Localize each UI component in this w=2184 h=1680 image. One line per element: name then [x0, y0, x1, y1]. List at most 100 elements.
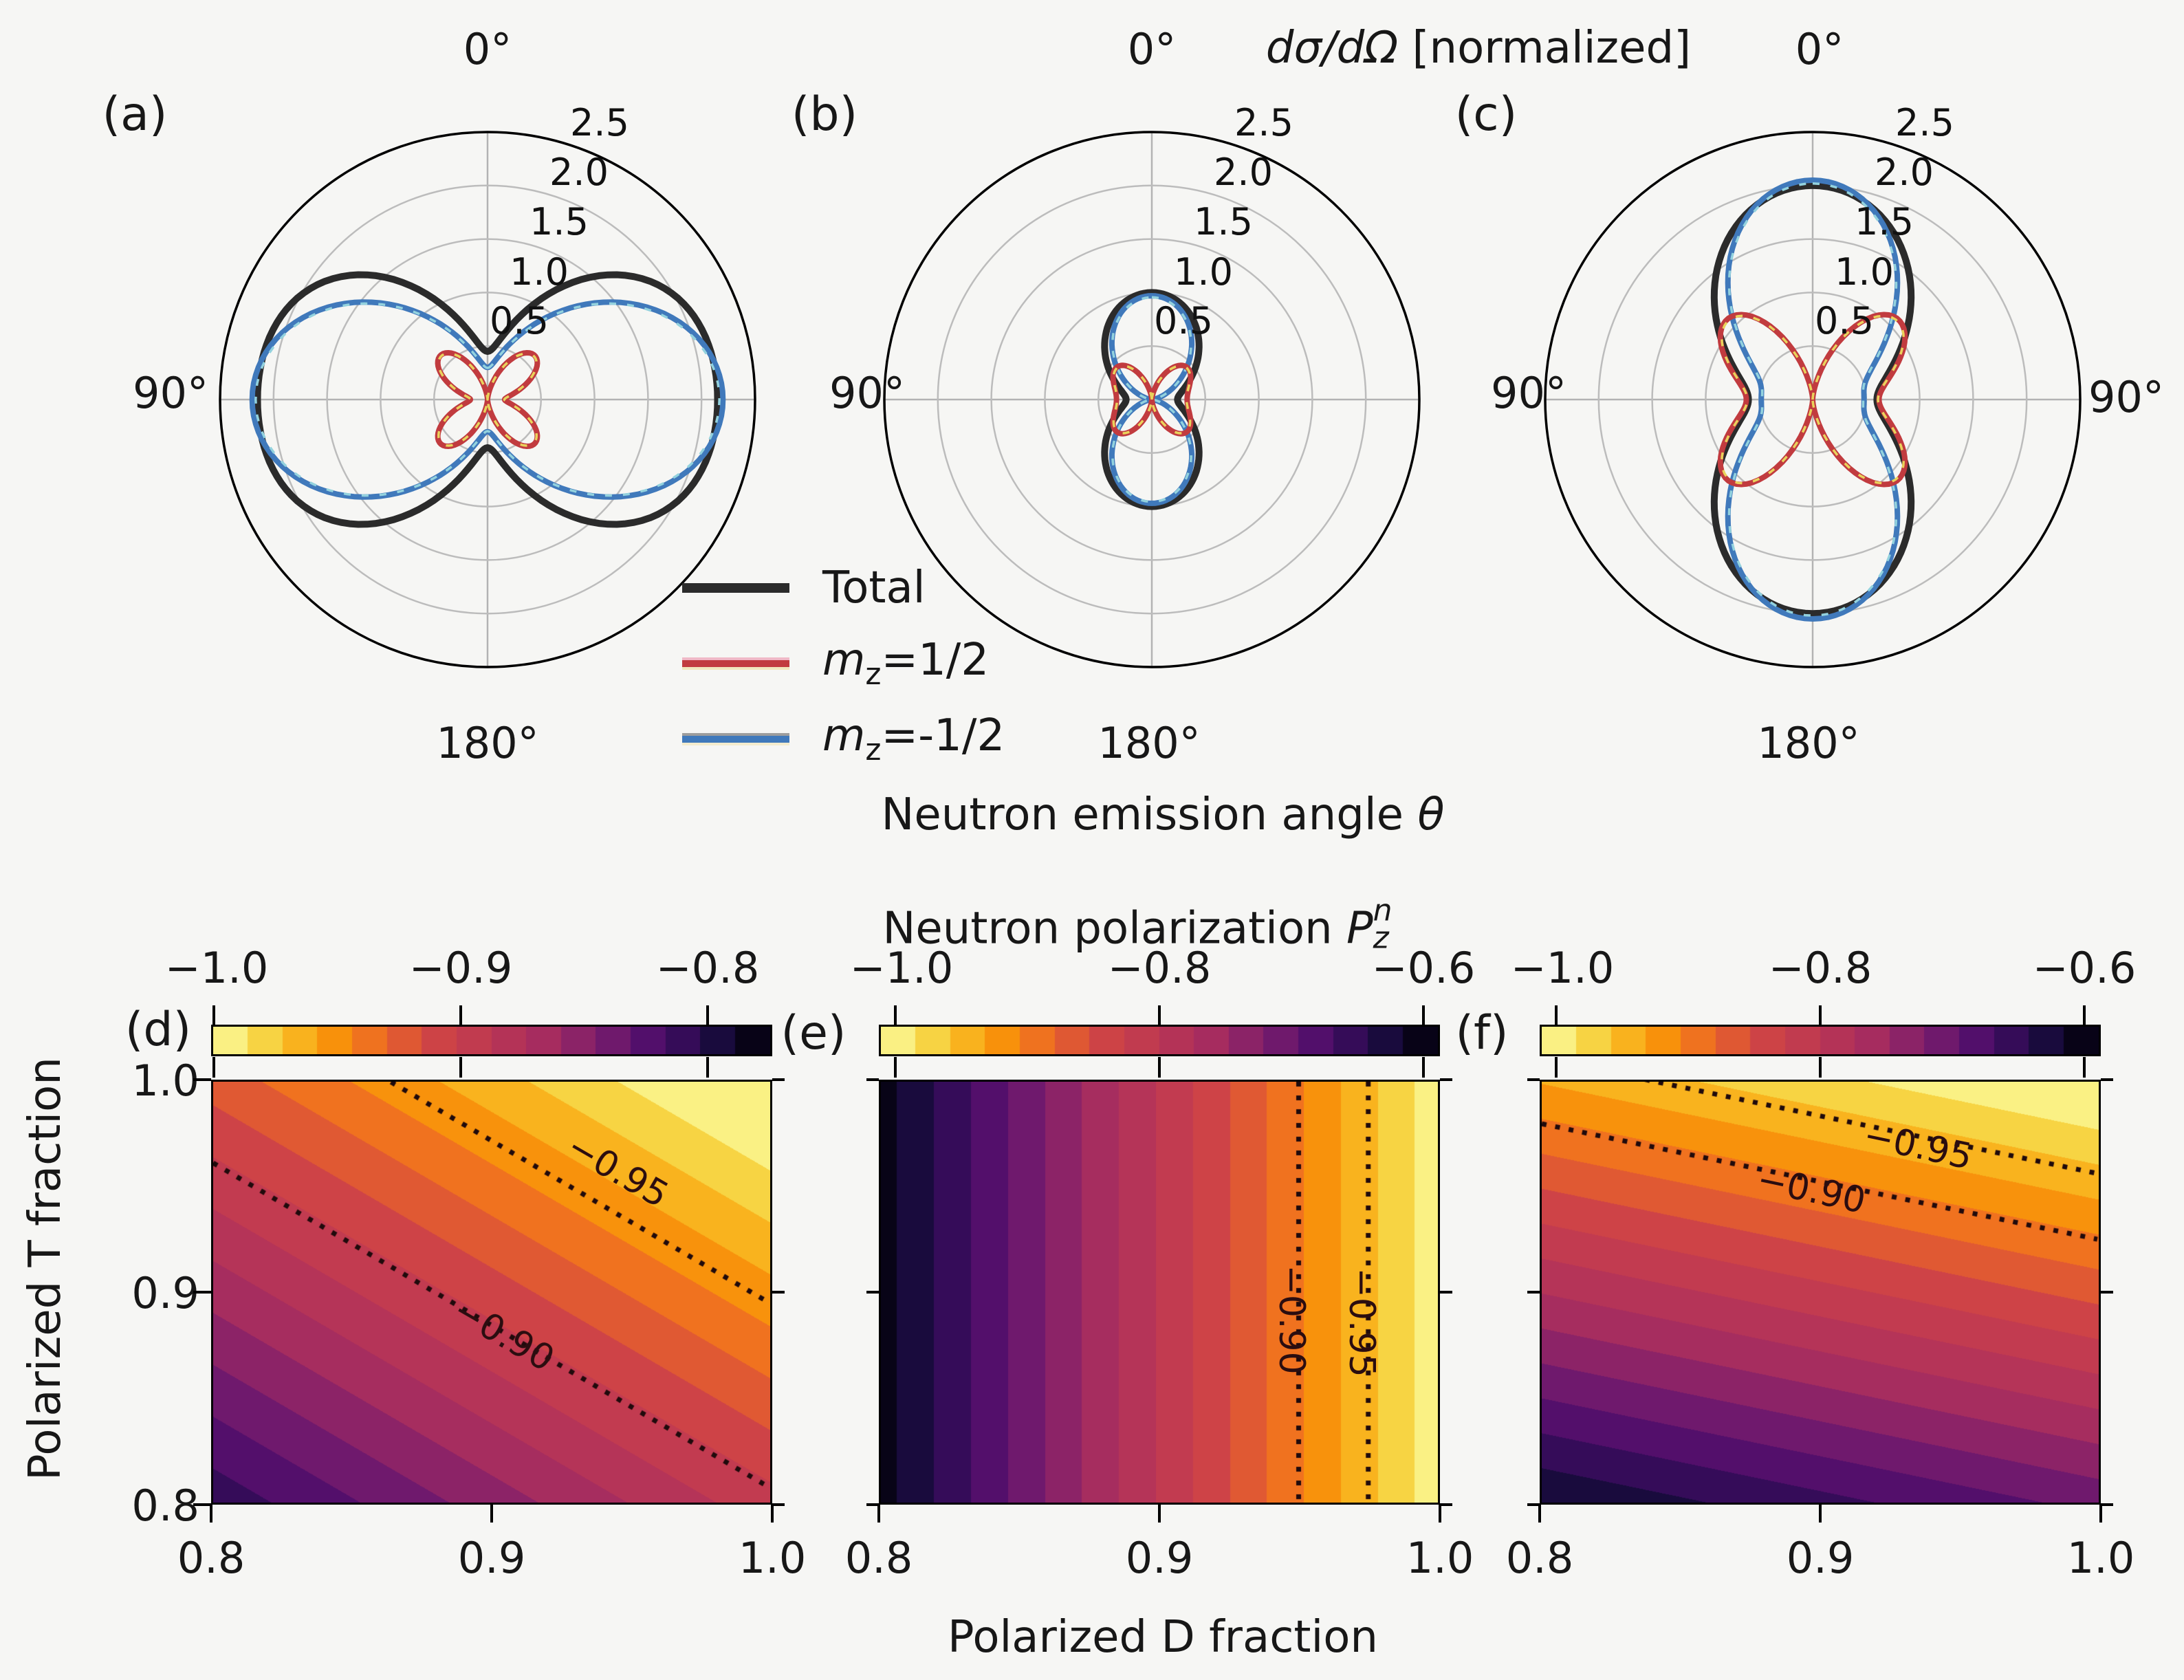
legend-swatch-mz-plus [682, 657, 789, 670]
x-tick-label: 1.0 [2066, 1533, 2135, 1583]
tick-mark [193, 1503, 211, 1506]
radial-tick-label: 0.5 [1154, 299, 1213, 342]
tick-mark [877, 1505, 880, 1523]
tick-mark [210, 1505, 212, 1523]
polar-plot-b [883, 131, 1421, 668]
radial-tick-label: 2.0 [1214, 151, 1273, 194]
tick-mark [772, 1291, 785, 1294]
polar-plot-a [219, 131, 756, 668]
tick-mark [1421, 1057, 1425, 1078]
panel-letter-c: (c) [1454, 87, 1518, 142]
panel-letter-b: (b) [791, 87, 858, 142]
tick-mark [2101, 1291, 2113, 1294]
tick-mark [1421, 1005, 1425, 1025]
legend-m-subscript: z [865, 656, 882, 692]
radial-tick-label: 2.0 [1875, 151, 1934, 194]
legend-m-value: =1/2 [881, 635, 990, 686]
polar-xaxis-text: Neutron emission angle [881, 789, 1418, 840]
tick-mark [459, 1005, 463, 1025]
tick-mark [1439, 1505, 1441, 1523]
legend-swatch-mz-minus [682, 733, 789, 746]
heat-title-sub: z [1373, 920, 1389, 955]
radial-tick-label: 1.0 [1174, 250, 1233, 294]
panel-letter-d: (d) [124, 1003, 192, 1057]
y-tick-label: 1.0 [131, 1056, 199, 1106]
cbar-tick-label: −0.9 [408, 943, 513, 993]
heatmap-e: −0.90 −0.95 [879, 1080, 1440, 1505]
tick-mark [866, 1078, 879, 1081]
radial-tick-label: 0.5 [490, 299, 549, 342]
angle-label-0-b: 0° [1127, 24, 1177, 74]
legend-item-total: Total [682, 566, 925, 610]
contour-label: −0.95 [1341, 1267, 1382, 1377]
angle-label-0-a: 0° [463, 24, 512, 74]
cbar-tick-label: −0.8 [1107, 943, 1212, 993]
x-tick-label: 0.9 [1786, 1533, 1855, 1583]
legend-m-subscript: z [865, 732, 882, 767]
x-tick-label: 0.8 [844, 1533, 913, 1583]
tick-mark [212, 1057, 216, 1078]
angle-label-0-c: 0° [1795, 24, 1844, 74]
legend-label-mz-plus: mz=1/2 [822, 638, 989, 690]
tick-mark [706, 1005, 710, 1025]
colorbar-f [1540, 1025, 2101, 1056]
legend-item-mz-plus: mz=1/2 [682, 638, 989, 690]
legend-label-mz-minus: mz=-1/2 [822, 714, 1005, 765]
x-tick-label: 0.9 [1125, 1533, 1194, 1583]
tick-mark [459, 1057, 463, 1078]
tick-mark [866, 1291, 879, 1294]
tick-mark [2082, 1005, 2086, 1025]
tick-mark [894, 1005, 897, 1025]
legend-m-value: =-1/2 [881, 710, 1005, 761]
polar-row-title: dσ/dΩ [normalized] [1266, 26, 1691, 70]
tick-mark [1819, 1505, 1822, 1523]
cbar-tick-label: −1.0 [164, 943, 269, 993]
radial-tick-label: 0.5 [1815, 299, 1874, 342]
legend-m-symbol: m [822, 635, 866, 686]
x-tick-label: 1.0 [1406, 1533, 1474, 1583]
heat-yaxis-label: Polarized T fraction [20, 1057, 71, 1481]
panel-letter-f: (f) [1455, 1006, 1509, 1060]
tick-mark [1440, 1078, 1452, 1081]
tick-mark [2101, 1078, 2113, 1081]
tick-mark [1819, 1057, 1822, 1078]
polar-title-math: dσ/dΩ [1265, 23, 1399, 74]
x-tick-label: 0.8 [1505, 1533, 1574, 1583]
tick-mark [1527, 1503, 1540, 1506]
panel-letter-a: (a) [102, 87, 168, 142]
polar-plot-c [1544, 131, 2082, 668]
cbar-tick-label: −1.0 [1510, 943, 1615, 993]
radial-tick-label: 1.5 [1194, 200, 1253, 243]
radial-tick-label: 1.0 [1835, 250, 1894, 294]
heat-title-P: P [1346, 903, 1373, 954]
heat-xaxis-label: Polarized D fraction [948, 1612, 1378, 1663]
cbar-tick-label: −0.6 [2032, 943, 2137, 993]
angle-label-90-left-b: 90° [829, 368, 905, 418]
radial-tick-label: 2.5 [570, 101, 629, 144]
cbar-tick-label: −0.6 [1371, 943, 1476, 993]
tick-mark [1538, 1505, 1541, 1523]
tick-mark [1440, 1503, 1452, 1506]
colorbar-d [211, 1025, 772, 1056]
tick-mark [866, 1503, 879, 1506]
tick-mark [772, 1503, 785, 1506]
cbar-tick-label: −0.8 [1768, 943, 1872, 993]
angle-label-90-left-a: 90° [133, 368, 208, 418]
radial-tick-label: 1.0 [510, 250, 569, 294]
legend-swatch-total [682, 583, 789, 593]
contour-label: −0.90 [1271, 1265, 1312, 1375]
angle-label-90-left-c: 90° [1491, 368, 1566, 418]
tick-mark [1158, 1505, 1161, 1523]
angle-label-180-a: 180° [436, 718, 539, 768]
tick-mark [490, 1505, 493, 1523]
tick-mark [1440, 1291, 1452, 1294]
heatmap-f: −0.95 −0.90 [1540, 1080, 2101, 1505]
cbar-tick-label: −1.0 [849, 943, 954, 993]
x-tick-label: 1.0 [738, 1533, 807, 1583]
tick-mark [1527, 1291, 1540, 1294]
radial-tick-label: 1.5 [529, 200, 589, 243]
legend-m-symbol: m [822, 710, 866, 761]
polar-title-rest: [normalized] [1398, 23, 1692, 74]
